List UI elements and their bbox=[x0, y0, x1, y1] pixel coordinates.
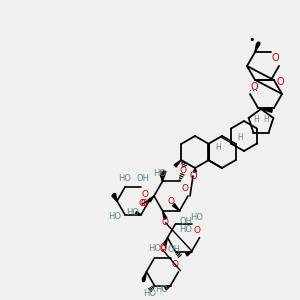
Text: ···: ··· bbox=[248, 86, 257, 96]
Text: HO: HO bbox=[148, 244, 161, 253]
Text: O: O bbox=[140, 200, 148, 208]
Text: O: O bbox=[181, 184, 188, 193]
Polygon shape bbox=[163, 211, 167, 219]
Polygon shape bbox=[112, 194, 117, 201]
Text: HO: HO bbox=[109, 212, 122, 221]
Text: H: H bbox=[237, 134, 243, 142]
Polygon shape bbox=[255, 44, 260, 52]
Text: H: H bbox=[253, 115, 259, 124]
Text: O: O bbox=[276, 77, 284, 87]
Text: O: O bbox=[162, 218, 169, 227]
Polygon shape bbox=[148, 196, 154, 202]
Text: HO: HO bbox=[118, 174, 131, 183]
Polygon shape bbox=[163, 171, 166, 181]
Text: HO: HO bbox=[179, 225, 192, 234]
Text: O: O bbox=[159, 243, 166, 252]
Text: HO: HO bbox=[190, 213, 203, 222]
Text: OH: OH bbox=[136, 174, 149, 183]
Polygon shape bbox=[194, 168, 196, 172]
Text: O: O bbox=[171, 260, 178, 269]
Text: O: O bbox=[142, 190, 148, 199]
Text: O: O bbox=[189, 171, 197, 181]
Polygon shape bbox=[165, 286, 170, 290]
Polygon shape bbox=[135, 212, 141, 215]
Text: O: O bbox=[250, 82, 258, 92]
Polygon shape bbox=[142, 272, 146, 280]
Text: O: O bbox=[139, 200, 145, 208]
Polygon shape bbox=[186, 252, 191, 256]
Text: HO: HO bbox=[143, 289, 156, 298]
Text: O: O bbox=[167, 197, 174, 206]
Text: O: O bbox=[271, 53, 279, 63]
Polygon shape bbox=[172, 204, 179, 211]
Text: O: O bbox=[179, 166, 186, 175]
Polygon shape bbox=[261, 109, 272, 112]
Text: O: O bbox=[193, 226, 200, 235]
Text: H: H bbox=[215, 143, 221, 152]
Text: OH: OH bbox=[168, 245, 181, 254]
Polygon shape bbox=[163, 238, 167, 245]
Text: •: • bbox=[249, 35, 255, 45]
Text: HO: HO bbox=[127, 208, 140, 217]
Text: HO: HO bbox=[155, 285, 168, 294]
Text: OH: OH bbox=[179, 218, 192, 226]
Text: O: O bbox=[159, 245, 166, 254]
Text: HO: HO bbox=[153, 169, 166, 178]
Polygon shape bbox=[174, 160, 181, 167]
Text: H: H bbox=[263, 115, 269, 124]
